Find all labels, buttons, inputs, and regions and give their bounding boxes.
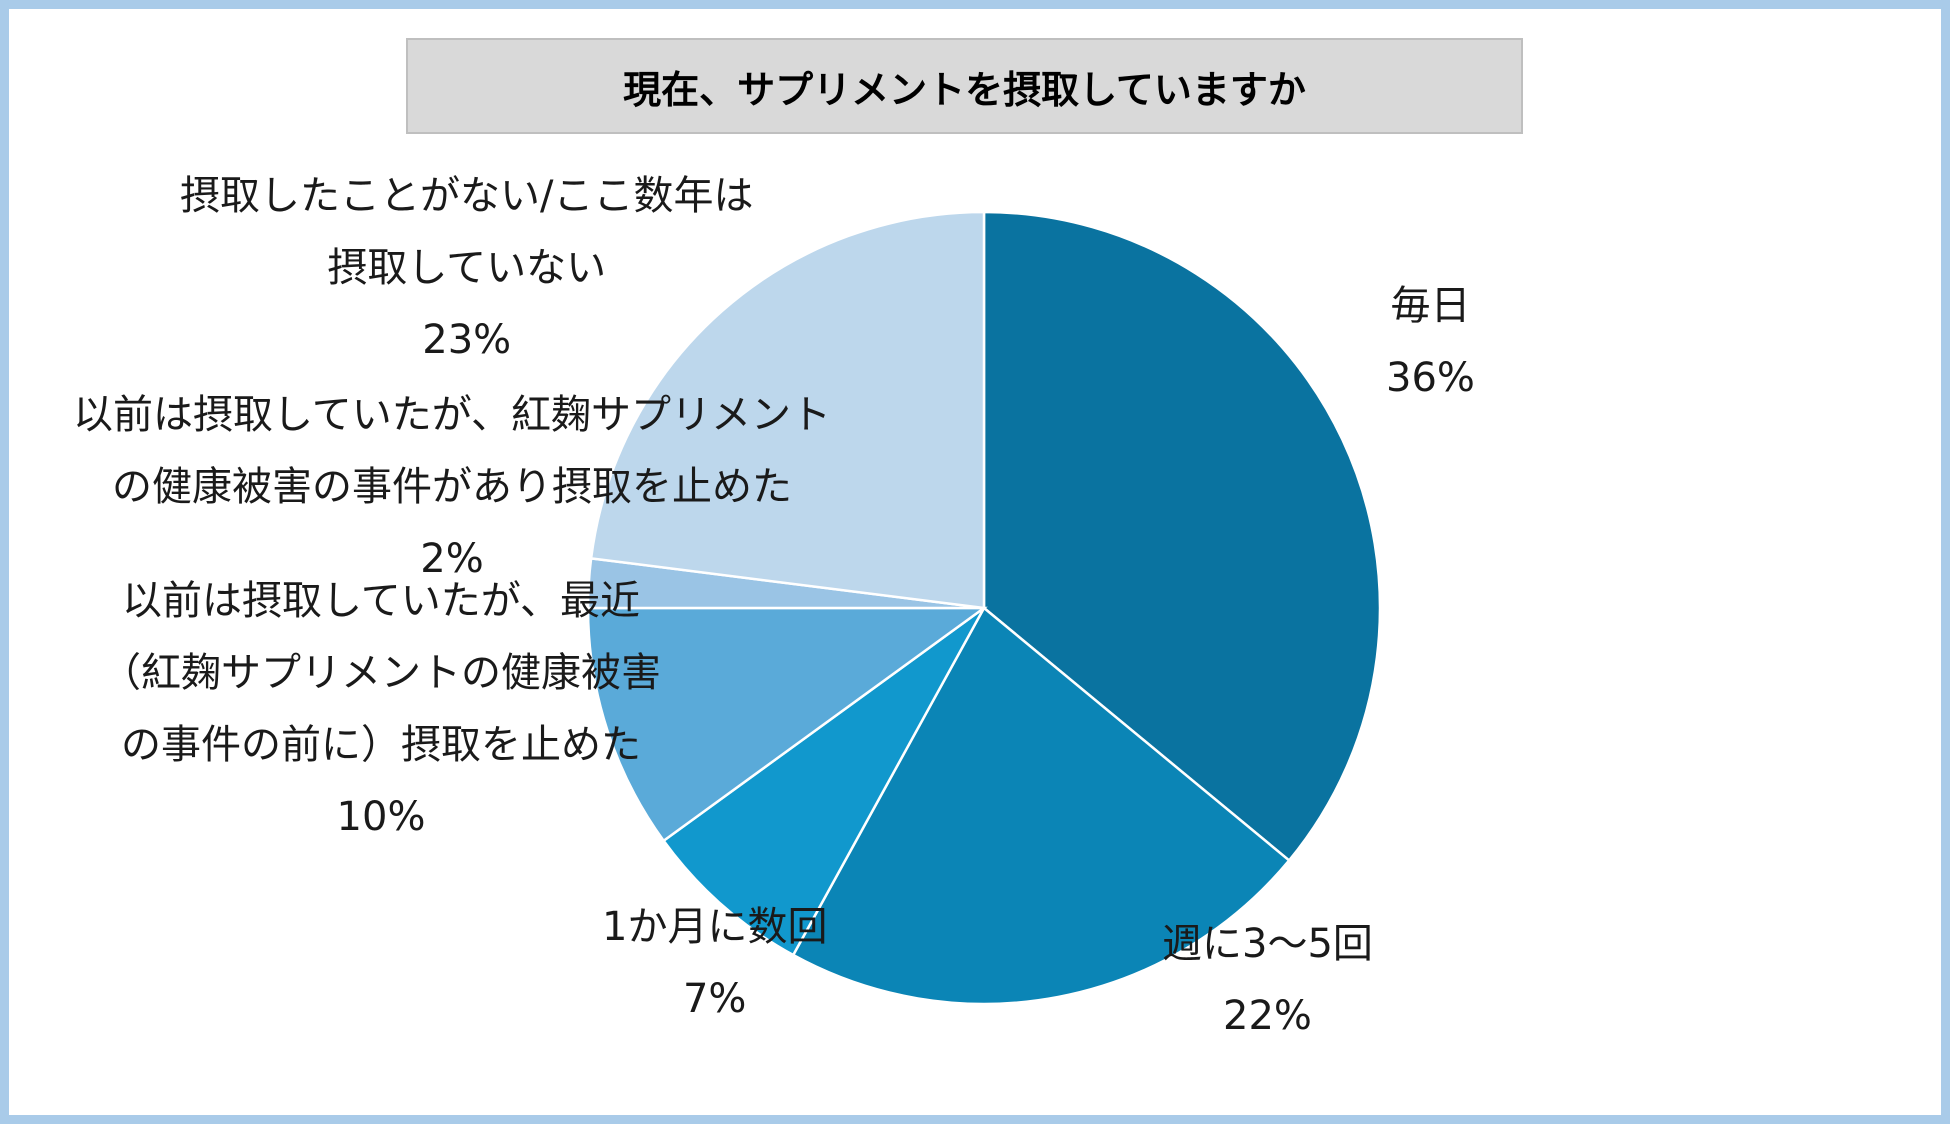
slice-label-text: の健康被害の事件があり摂取を止めた [112,464,792,510]
slice-label-text: 1か月に数回 [602,904,828,950]
slice-value-label: 23% [422,317,512,363]
pie-slice-3 [661,606,986,957]
pie-slice-1 [982,210,1382,863]
slice-value-label: 7% [682,976,747,1022]
pie-slice-4 [586,606,988,843]
slice-value-label: 10% [336,794,426,840]
slice-label-text: 週に3～5回 [1162,921,1373,967]
slice-label-3: 1か月に数回 7% [602,891,827,1035]
slice-label-text: 以前は摂取していたが、最近 [122,578,640,624]
slice-label-1: 毎日 36% [1386,270,1475,414]
slice-label-text: 毎日 [1390,283,1471,329]
pie-slice-6 [589,210,986,610]
slice-label-text: （紅麹サプリメントの健康被害 [101,650,661,696]
chart-title: 現在、サプリメントを摂取していますか [406,38,1523,134]
slice-label-text: の事件の前に）摂取を止めた [121,722,641,768]
slice-label-text: 摂取していない [327,245,607,291]
slice-value-label: 36% [1386,355,1475,401]
slice-label-5: 以前は摂取していたが、紅麹サプリメント の健康被害の事件があり摂取を止めた 2% [73,379,831,595]
slice-label-2: 週に3～5回 22% [1162,908,1373,1052]
slice-value-label: 22% [1223,993,1312,1039]
pie-slice-2 [791,606,1291,1006]
slice-label-6: 摂取したことがない/ここ数年は 摂取していない 23% [180,160,753,376]
slice-label-text: 摂取したことがない/ここ数年は [180,173,754,219]
slice-label-4: 以前は摂取していたが、最近 （紅麹サプリメントの健康被害 の事件の前に）摂取を止めた… [101,565,661,853]
slice-value-label: 2% [420,536,484,582]
slice-label-text: 以前は摂取していたが、紅麹サプリメント [73,392,831,438]
